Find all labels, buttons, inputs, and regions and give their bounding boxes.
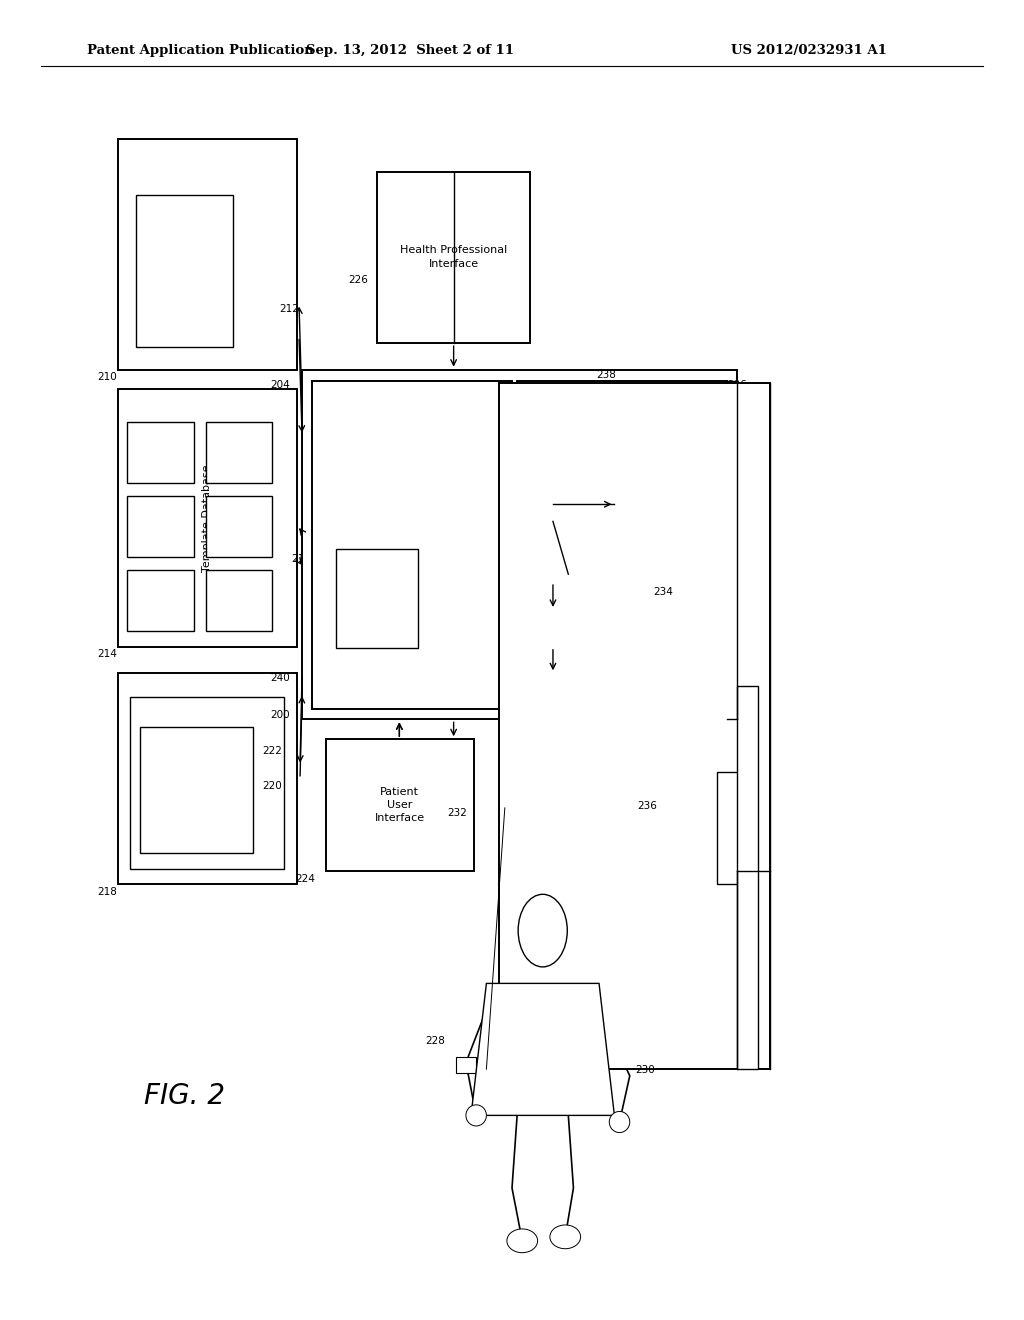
Ellipse shape xyxy=(550,1225,581,1249)
Text: Patient Database: Patient Database xyxy=(202,206,212,302)
Text: 230: 230 xyxy=(635,1065,654,1076)
Text: 222: 222 xyxy=(262,746,282,756)
Text: 232: 232 xyxy=(447,808,467,818)
Bar xyxy=(127,422,194,483)
Text: FIG. 2: FIG. 2 xyxy=(143,1081,225,1110)
Bar xyxy=(737,686,758,1069)
Text: 236: 236 xyxy=(637,801,656,812)
Bar xyxy=(377,172,530,343)
Ellipse shape xyxy=(518,895,567,966)
Bar xyxy=(717,772,739,884)
Bar xyxy=(456,1057,476,1073)
Text: 234: 234 xyxy=(653,587,673,598)
Text: 204: 204 xyxy=(270,380,290,391)
Text: Domain Model: Domain Model xyxy=(202,739,212,818)
Text: 212: 212 xyxy=(280,304,299,314)
Text: 240: 240 xyxy=(270,673,290,684)
Text: 214: 214 xyxy=(97,649,117,660)
Ellipse shape xyxy=(507,1229,538,1253)
Text: 206: 206 xyxy=(727,380,746,391)
Text: 210: 210 xyxy=(97,372,117,383)
Text: Patient
User
Interface: Patient User Interface xyxy=(375,787,425,824)
Bar xyxy=(517,381,727,709)
Bar xyxy=(118,139,297,370)
Text: 218: 218 xyxy=(97,887,117,898)
Bar xyxy=(206,496,272,557)
Bar xyxy=(336,549,418,648)
Bar xyxy=(206,422,272,483)
Bar xyxy=(326,739,474,871)
Bar xyxy=(118,673,297,884)
Bar xyxy=(140,727,253,853)
Text: 228: 228 xyxy=(425,1036,445,1047)
Bar xyxy=(127,570,194,631)
Text: Patent Application Publication: Patent Application Publication xyxy=(87,44,313,57)
Text: 200: 200 xyxy=(270,710,290,721)
Bar xyxy=(127,496,194,557)
Text: 202: 202 xyxy=(522,723,542,734)
Bar xyxy=(206,570,272,631)
Text: 226: 226 xyxy=(348,275,368,285)
Text: 238: 238 xyxy=(596,370,615,380)
Text: 216: 216 xyxy=(291,554,310,565)
Bar xyxy=(118,389,297,647)
Text: US 2012/0232931 A1: US 2012/0232931 A1 xyxy=(731,44,887,57)
Text: 224: 224 xyxy=(295,874,314,884)
Bar xyxy=(614,550,686,623)
PathPatch shape xyxy=(471,983,614,1115)
Bar xyxy=(312,381,512,709)
Text: Template Database: Template Database xyxy=(202,465,212,572)
Text: 220: 220 xyxy=(262,781,282,792)
Text: Health Professional
Interface: Health Professional Interface xyxy=(400,246,507,269)
Bar xyxy=(614,469,686,541)
Bar xyxy=(130,697,284,869)
Ellipse shape xyxy=(609,1111,630,1133)
Bar xyxy=(614,630,686,702)
Text: Sep. 13, 2012  Sheet 2 of 11: Sep. 13, 2012 Sheet 2 of 11 xyxy=(305,44,514,57)
Bar xyxy=(499,383,770,1069)
Ellipse shape xyxy=(466,1105,486,1126)
Bar xyxy=(302,370,737,719)
Bar xyxy=(532,475,604,554)
Bar xyxy=(136,195,233,347)
Text: 208: 208 xyxy=(566,723,586,734)
